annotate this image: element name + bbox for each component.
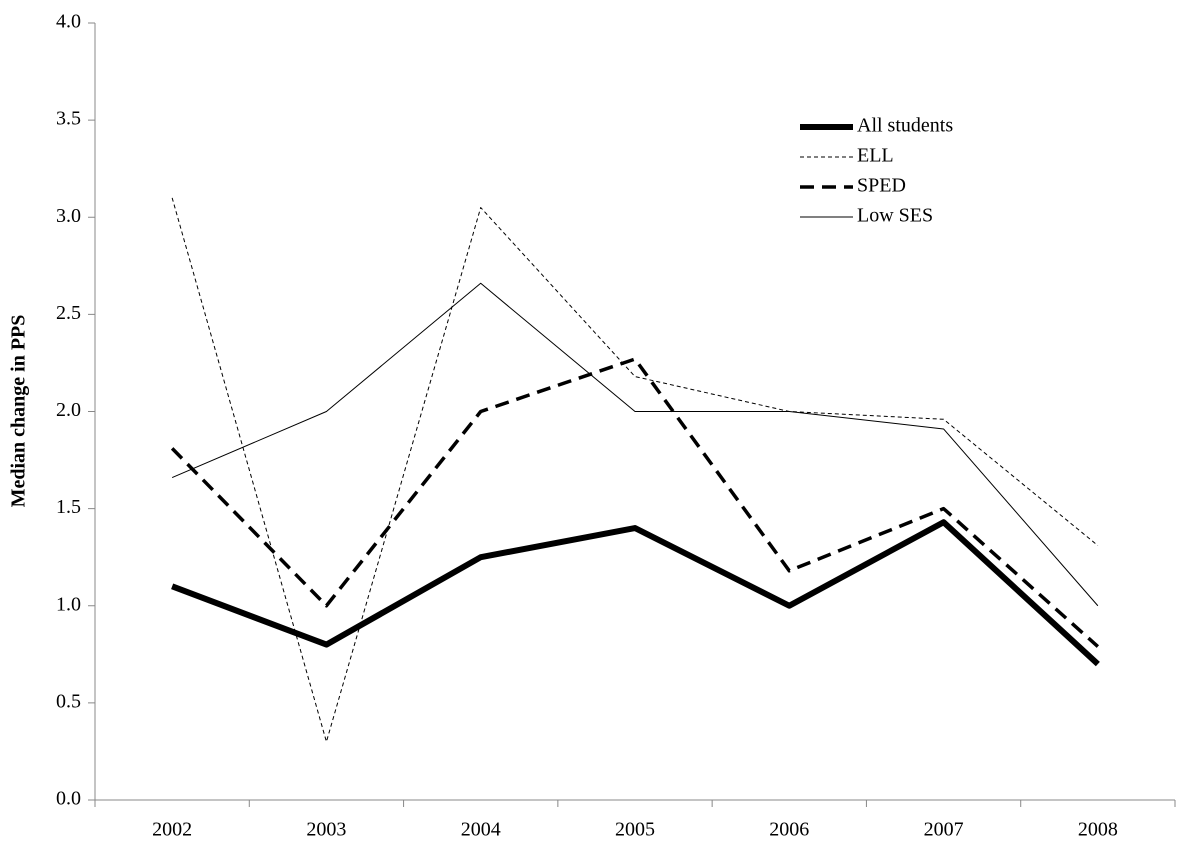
y-axis-label: Median change in PPS xyxy=(8,315,30,508)
x-tick-label: 2003 xyxy=(306,819,346,841)
y-tick-label: 2.0 xyxy=(56,399,81,421)
legend-label: All students xyxy=(857,115,953,137)
series-line xyxy=(170,357,1100,648)
y-tick-label: 1.5 xyxy=(56,496,81,518)
x-tick-label: 2007 xyxy=(924,819,964,841)
x-tick-label: 2008 xyxy=(1078,819,1118,841)
y-tick-label: 0.0 xyxy=(56,788,81,810)
legend-label: SPED xyxy=(857,175,906,197)
series-line xyxy=(171,519,1100,667)
y-tick-label: 3.0 xyxy=(56,205,81,227)
y-tick-label: 3.5 xyxy=(56,108,81,130)
y-tick-label: 1.0 xyxy=(56,593,81,615)
series-line xyxy=(171,197,1099,743)
x-tick-label: 2005 xyxy=(615,819,655,841)
legend-label: ELL xyxy=(857,145,894,167)
x-tick-label: 2006 xyxy=(769,819,809,841)
legend-label: Low SES xyxy=(857,205,933,227)
y-tick-label: 0.5 xyxy=(56,690,81,712)
series-line xyxy=(171,282,1099,607)
y-tick-label: 4.0 xyxy=(56,11,81,33)
y-tick-label: 2.5 xyxy=(56,302,81,324)
x-tick-label: 2002 xyxy=(152,819,192,841)
x-tick-label: 2004 xyxy=(461,819,501,841)
